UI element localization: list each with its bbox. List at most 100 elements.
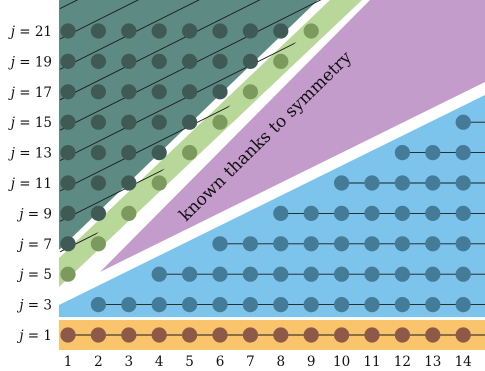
grid-dot <box>273 266 289 282</box>
grid-dot <box>151 297 167 313</box>
y-tick-label: j = 9 <box>16 206 52 222</box>
grid-dot <box>90 175 106 191</box>
grid-dot <box>334 266 350 282</box>
grid-dot <box>60 53 76 69</box>
grid-dot <box>425 266 441 282</box>
x-tick-label: 4 <box>155 354 164 370</box>
grid-dot <box>455 236 471 252</box>
grid-dot <box>394 145 410 161</box>
grid-dot <box>364 205 380 221</box>
grid-dot <box>273 297 289 313</box>
x-tick-label: 8 <box>277 354 286 370</box>
grid-dot <box>455 266 471 282</box>
y-axis-labels: j = 1 j = 3 j = 5 j = 7 j = 9 j = 11 j = 13 j =… <box>8 24 52 344</box>
dot-layer <box>60 23 471 343</box>
grid-dot <box>60 145 76 161</box>
grid-dot <box>334 327 350 343</box>
grid-dot <box>121 205 137 221</box>
grid-dot <box>60 23 76 39</box>
grid-dot <box>334 236 350 252</box>
grid-dot <box>90 114 106 130</box>
grid-dot <box>121 23 137 39</box>
y-tick-label: j = 5 <box>16 267 52 283</box>
grid-dot <box>182 297 198 313</box>
grid-dot <box>242 327 258 343</box>
grid-dot <box>425 145 441 161</box>
grid-dot <box>455 175 471 191</box>
x-tick-label: 5 <box>185 354 194 370</box>
grid-dot <box>121 327 137 343</box>
grid-dot <box>90 53 106 69</box>
grid-dot <box>364 297 380 313</box>
x-tick-label: 3 <box>125 354 134 370</box>
grid-dot <box>303 23 319 39</box>
grid-dot <box>60 327 76 343</box>
grid-dot <box>334 205 350 221</box>
grid-dot <box>364 266 380 282</box>
grid-dot <box>303 266 319 282</box>
y-tick-label: j = 7 <box>16 237 52 253</box>
grid-dot <box>364 175 380 191</box>
grid-dot <box>455 145 471 161</box>
grid-dot <box>182 53 198 69</box>
grid-dot <box>273 23 289 39</box>
grid-dot <box>212 53 228 69</box>
grid-dot <box>212 23 228 39</box>
grid-dot <box>334 297 350 313</box>
x-tick-label: 9 <box>307 354 316 370</box>
grid-dot <box>242 236 258 252</box>
grid-dot <box>455 114 471 130</box>
grid-dot <box>212 114 228 130</box>
grid-dot <box>212 236 228 252</box>
grid-dot <box>273 53 289 69</box>
grid-dot <box>90 145 106 161</box>
grid-dot <box>182 266 198 282</box>
grid-dot <box>334 175 350 191</box>
grid-dot <box>182 327 198 343</box>
region-blue <box>59 95 485 317</box>
grid-dot <box>394 266 410 282</box>
grid-dot <box>394 175 410 191</box>
grid-dot <box>455 327 471 343</box>
grid-dot <box>121 53 137 69</box>
grid-dot <box>212 327 228 343</box>
grid-dot <box>364 236 380 252</box>
x-tick-label: 11 <box>363 354 380 370</box>
grid-dot <box>151 145 167 161</box>
grid-dot <box>151 266 167 282</box>
grid-dot <box>121 84 137 100</box>
y-tick-label: j = 15 <box>8 115 52 131</box>
grid-dot <box>303 236 319 252</box>
grid-dot <box>273 327 289 343</box>
grid-dot <box>60 266 76 282</box>
region-layer <box>59 0 485 350</box>
grid-dot <box>425 175 441 191</box>
region-purple <box>100 0 485 272</box>
grid-dot <box>212 84 228 100</box>
grid-dot <box>90 236 106 252</box>
grid-dot <box>182 114 198 130</box>
grid-dot <box>121 145 137 161</box>
grid-dot <box>242 297 258 313</box>
y-tick-label: j = 3 <box>16 298 52 314</box>
grid-dot <box>425 205 441 221</box>
grid-dot <box>60 114 76 130</box>
y-tick-label: j = 21 <box>8 24 52 40</box>
x-tick-label: 2 <box>94 354 103 370</box>
y-tick-label: j = 17 <box>8 85 52 101</box>
grid-dot <box>121 297 137 313</box>
grid-dot <box>212 266 228 282</box>
y-tick-label: j = 1 <box>16 328 52 344</box>
grid-dot <box>303 327 319 343</box>
grid-dot <box>242 266 258 282</box>
grid-dot <box>151 114 167 130</box>
grid-dot <box>60 175 76 191</box>
grid-dot <box>212 297 228 313</box>
grid-dot <box>90 327 106 343</box>
grid-dot <box>151 23 167 39</box>
y-tick-label: j = 13 <box>8 146 52 162</box>
grid-dot <box>303 297 319 313</box>
grid-dot <box>90 297 106 313</box>
x-tick-label: 7 <box>246 354 255 370</box>
